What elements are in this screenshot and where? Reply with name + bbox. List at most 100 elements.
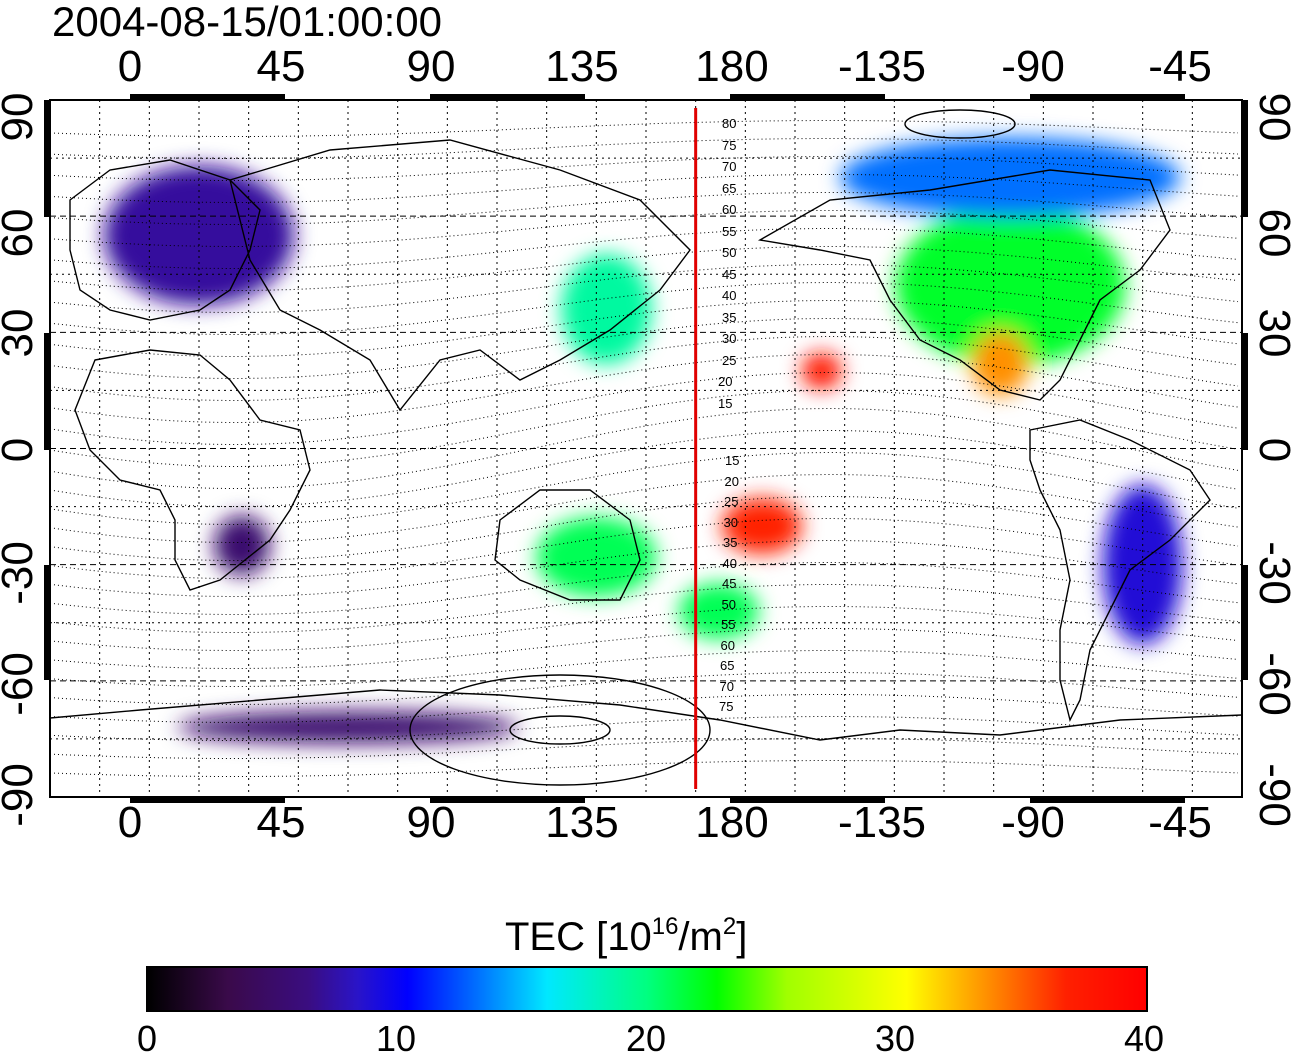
lat-tick-left-90: 90 (0, 92, 42, 142)
lat-tick-left-30: 30 (0, 308, 42, 358)
frame-bars (44, 94, 1248, 803)
contour-label-south: 60 (720, 637, 735, 653)
lon-tick-bottom-180: 180 (695, 798, 769, 847)
asia-outline (229, 139, 691, 412)
dip-contour (50, 228, 1239, 269)
colorbar-tick-0: 0 (136, 1018, 158, 1059)
colorbar-tick-20: 20 (625, 1018, 667, 1059)
polar-contour-south-outer (409, 674, 711, 786)
lat-tick-right-30: 30 (1250, 308, 1292, 358)
lon-tick-bottom-135: 135 (545, 798, 619, 847)
colorbar-title: TEC [1016/m2] (505, 913, 748, 959)
tec-region-canada (840, 137, 1181, 218)
south-america-outline (1029, 419, 1211, 723)
dip-contour (50, 628, 1239, 669)
frame-bar-segment (430, 797, 585, 803)
lon-tick-bottom-0: 0 (117, 798, 143, 847)
tec-region-japan (561, 254, 652, 365)
tec-region-mexico (972, 331, 1029, 396)
contour-label-north: 40 (722, 288, 737, 303)
lon-tick-top-m90: -90 (1001, 42, 1065, 91)
lon-tick-bottom-m135: -135 (837, 798, 927, 847)
dip-contour (50, 407, 1239, 489)
contour-label-south: 65 (720, 658, 735, 673)
lat-tick-right-m30: -30 (1250, 541, 1292, 605)
lat-tick-right-90: 90 (1250, 92, 1292, 142)
lat-tick-right-0: 0 (1250, 390, 1292, 510)
dip-contour (50, 760, 1239, 777)
tec-region-pacific-tropical (721, 497, 802, 554)
dip-contour (50, 281, 1239, 335)
contour-label-south: 20 (724, 473, 739, 489)
africa-outline (74, 349, 311, 591)
dip-contour (50, 606, 1239, 651)
contour-label-south: 15 (725, 453, 740, 468)
dip-contour (50, 246, 1239, 291)
magnetic-contours (50, 120, 1239, 777)
contour-label-north: 25 (722, 352, 737, 368)
frame-bar-segment (1242, 333, 1248, 450)
dip-contour (50, 353, 1239, 423)
colorbar-tick-30: 30 (874, 1018, 916, 1059)
lon-tick-top-m45: -45 (1148, 42, 1212, 91)
frame-bar-segment (44, 565, 50, 680)
lon-tick-top-m135: -135 (837, 42, 927, 91)
contour-label-north: 60 (722, 202, 737, 217)
contour-label-south: 25 (724, 494, 739, 509)
contour-label-south: 75 (719, 699, 734, 714)
frame-bar-segment (44, 333, 50, 450)
frame-bar-segment (1030, 94, 1185, 100)
lat-tick-left-0: 0 (0, 390, 42, 510)
contour-label-south: 40 (722, 555, 737, 571)
lat-tick-right-m60: -60 (1250, 652, 1292, 716)
north-america-outline (757, 169, 1171, 401)
lon-tick-top-0: 0 (117, 42, 143, 91)
lon-tick-bottom-m45: -45 (1148, 798, 1212, 847)
tec-region-north-america (895, 205, 1126, 366)
contour-label-south: 45 (722, 576, 737, 591)
contour-label-north: 30 (722, 331, 737, 346)
tec-region-antarctica (178, 711, 518, 744)
map-title: 2004-08-15/01:00:00 (52, 0, 442, 45)
dip-contour (50, 389, 1239, 467)
contour-label-south: 55 (721, 617, 736, 632)
tec-region-europe (104, 165, 294, 306)
frame-bar-segment (1030, 797, 1185, 803)
lon-tick-top-90: 90 (406, 42, 456, 91)
contour-label-north: 35 (722, 309, 737, 325)
dip-contour (50, 738, 1239, 759)
lat-tick-left-m60: -60 (0, 652, 42, 716)
lat-tick-left-m30: -30 (0, 541, 42, 605)
lon-tick-top-135: 135 (545, 42, 619, 91)
contour-label-north: 15 (718, 395, 733, 411)
lat-tick-left-m90: -90 (0, 763, 42, 827)
contour-label-north: 80 (722, 116, 737, 131)
contour-label-north: 45 (722, 266, 737, 282)
lat-tick-right-m90: -90 (1250, 763, 1292, 827)
tec-region-hawaii (801, 353, 842, 390)
polar-contour-south (509, 715, 611, 745)
colorbar (146, 966, 1148, 1012)
frame-bar-segment (430, 94, 585, 100)
contour-label-south: 35 (723, 535, 738, 550)
contour-label-south: 30 (723, 514, 738, 530)
antarctica-outline (50, 689, 1242, 741)
lon-tick-bottom-45: 45 (256, 798, 306, 847)
dip-contour (50, 371, 1239, 445)
tec-region-new-zealand (678, 583, 759, 640)
tec-region-southern-africa (214, 515, 271, 576)
contour-label-north: 55 (722, 223, 737, 239)
dip-contour (50, 451, 1239, 525)
frame-bar-segment (730, 797, 885, 803)
dip-contour (50, 473, 1239, 543)
lon-tick-top-45: 45 (256, 42, 306, 91)
frame-bar-segment (130, 94, 285, 100)
contour-label-north: 50 (722, 245, 737, 260)
lon-tick-top-180: 180 (695, 42, 769, 91)
contour-label-south: 70 (719, 678, 734, 694)
frame-bar-segment (44, 100, 50, 217)
frame-bar-segment (1242, 100, 1248, 217)
tec-data-layer (104, 137, 1183, 744)
dip-contour (50, 429, 1239, 507)
colorbar-tick-10: 10 (375, 1018, 417, 1059)
